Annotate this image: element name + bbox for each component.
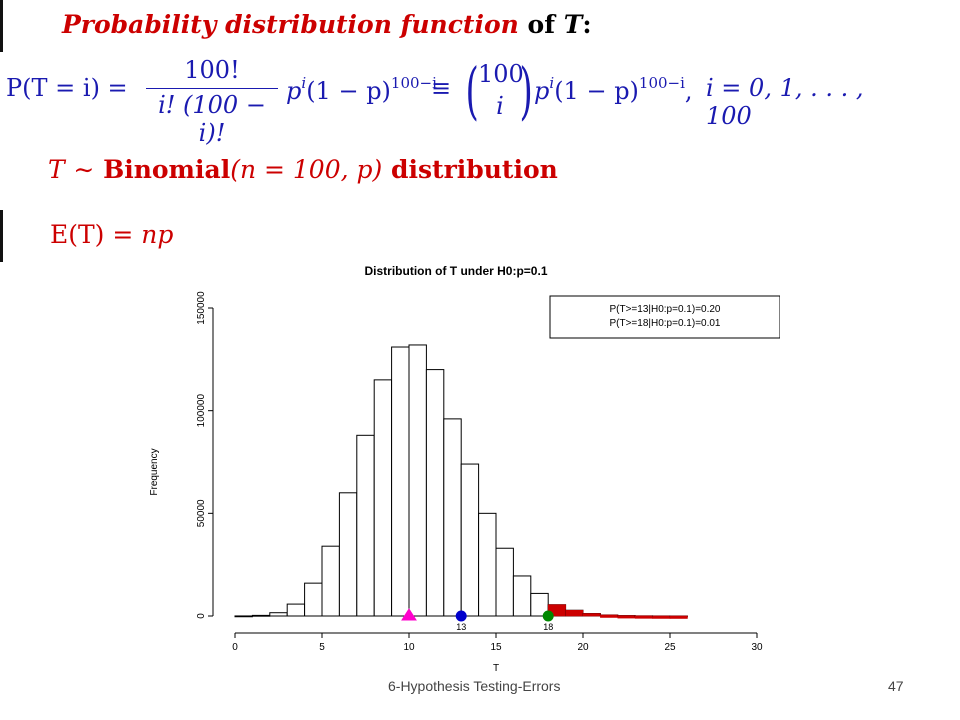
- fraction-denominator: i! (100 − i)!: [158, 91, 266, 147]
- histogram-bar: [443, 418, 462, 617]
- histogram-bar: [321, 545, 340, 617]
- chart-title: Distribution of T under H0:p=0.1: [364, 264, 547, 278]
- histogram-bar: [478, 512, 497, 617]
- expectation-lhs: E(T) =: [50, 220, 134, 249]
- histogram-bar: [512, 575, 532, 617]
- expectation-rhs: np: [141, 220, 174, 249]
- legend-entry: P(T>=13|H0:p=0.1)=0.20: [609, 304, 720, 315]
- dist-name: Binomial: [103, 155, 231, 184]
- x-tick-label: 0: [232, 642, 238, 653]
- binom-stack: 100 i: [478, 58, 524, 122]
- left-margin-bar-top: [0, 0, 3, 52]
- heading-of-text: of: [527, 10, 555, 39]
- slide-heading: Probability distribution function of T:: [62, 10, 592, 39]
- histogram-bar: [356, 434, 375, 617]
- histogram-bar: [373, 379, 393, 617]
- dist-tilde: ∼: [73, 155, 95, 184]
- marker-label: 13: [456, 622, 466, 632]
- histogram-bar-tail-highlight: [634, 615, 653, 619]
- histogram-bar: [234, 615, 253, 618]
- marker-circle: [542, 610, 554, 622]
- binom-top: 100: [478, 60, 524, 88]
- y-tick-label: 150000: [196, 291, 207, 325]
- marker-circle: [455, 610, 467, 622]
- heading-variable: T: [563, 10, 583, 39]
- marker-triangle: [401, 608, 417, 621]
- y-tick-label: 50000: [196, 499, 207, 527]
- x-tick-label: 30: [751, 642, 763, 653]
- x-tick-label: 25: [664, 642, 676, 653]
- histogram-chart: Distribution of T under H0:p=0.1 0 5 10 15 20…: [149, 264, 780, 674]
- histogram-bar: [286, 603, 306, 617]
- histogram-bar: [425, 369, 445, 617]
- formula-fraction: 100! i! (100 − i)!: [146, 56, 278, 147]
- binom-bottom: i: [496, 92, 504, 120]
- legend-entry: P(T>=18|H0:p=0.1)=0.01: [609, 318, 720, 329]
- histogram-bar-tail-highlight: [669, 615, 688, 619]
- heading-colon: :: [582, 10, 592, 39]
- fraction-numerator: 100!: [184, 56, 240, 84]
- histogram-bar: [251, 614, 271, 617]
- histogram-bar-tail-highlight: [652, 615, 671, 619]
- legend-box: [549, 295, 780, 339]
- page-number: 47: [888, 678, 904, 694]
- histogram-bar: [391, 346, 410, 617]
- histogram-bar: [408, 344, 427, 617]
- dist-variable: T: [48, 155, 65, 184]
- x-tick-label: 15: [490, 642, 502, 653]
- histogram-bar: [460, 463, 480, 617]
- distribution-statement: T ∼ Binomial(n = 100, p) distribution: [48, 155, 558, 184]
- histogram-bar: [338, 492, 358, 617]
- histogram-bar: [495, 547, 514, 617]
- x-tick-label: 20: [577, 642, 589, 653]
- histogram-bar-tail-highlight: [582, 613, 601, 617]
- x-tick-label: 5: [319, 642, 325, 653]
- left-margin-bar-bottom: [0, 210, 3, 262]
- binom-left-paren: (: [465, 54, 479, 127]
- histogram-bar-tail-highlight: [617, 615, 636, 619]
- marker-label: 18: [543, 622, 553, 632]
- binomial-coefficient: ( 100 i ): [464, 54, 536, 128]
- formula-range: i = 0, 1, . . . , 100: [706, 74, 864, 130]
- histogram-bar-tail-highlight: [565, 609, 584, 617]
- dist-params: (n = 100, p): [230, 155, 383, 184]
- x-axis-label: T: [493, 663, 499, 674]
- footer-title: 6-Hypothesis Testing-Errors: [388, 678, 561, 694]
- y-axis-label: Frequency: [149, 448, 160, 495]
- binom-right-paren: ): [519, 54, 533, 127]
- expectation-statement: E(T) = np: [50, 220, 173, 249]
- formula-equiv: ≡: [431, 74, 452, 102]
- formula-power-terms-1: pi(1 − p)100−i: [286, 74, 437, 105]
- fraction-bar: [146, 88, 278, 89]
- formula-power-terms-2: pi(1 − p)100−i,: [534, 74, 693, 105]
- histogram-bar: [304, 582, 323, 617]
- y-tick-label: 100000: [196, 394, 207, 428]
- heading-pdf-text: Probability distribution function: [62, 10, 519, 39]
- pmf-formula: P(T = i) = 100! i! (100 − i)! pi(1 − p)1…: [6, 54, 906, 147]
- formula-lhs: P(T = i) =: [6, 74, 128, 102]
- dist-word: distribution: [391, 155, 558, 184]
- x-tick-label: 10: [403, 642, 415, 653]
- y-tick-label: 0: [196, 613, 207, 619]
- histogram-bar-tail-highlight: [600, 614, 619, 618]
- histogram-bar: [269, 612, 288, 617]
